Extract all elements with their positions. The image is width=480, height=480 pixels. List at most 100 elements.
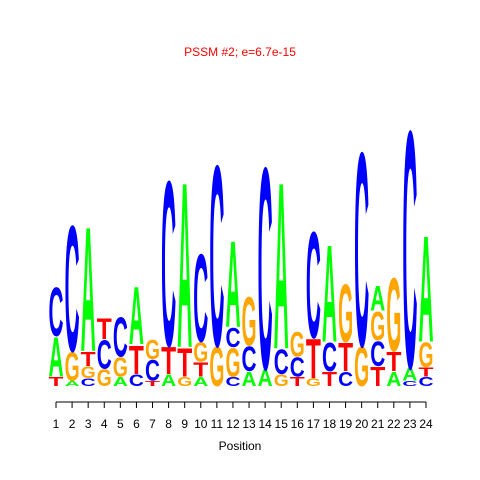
letter-group: G bbox=[177, 374, 192, 389]
letter-group: C bbox=[193, 229, 208, 370]
logo-letter: G bbox=[225, 340, 240, 386]
x-tick-label: 21 bbox=[371, 417, 385, 431]
logo-letter: T bbox=[290, 374, 305, 389]
letter-group: A bbox=[386, 368, 401, 391]
logo-letter: G bbox=[65, 344, 80, 390]
logo-letter: A bbox=[242, 368, 257, 391]
logo-letter: T bbox=[306, 328, 321, 390]
logo-letter: A bbox=[419, 206, 434, 375]
logo-letter: T bbox=[145, 379, 160, 387]
letter-group: A bbox=[81, 189, 96, 389]
x-tick-label: 13 bbox=[242, 417, 256, 431]
x-tick-label: 1 bbox=[53, 417, 60, 431]
logo-letter: C bbox=[97, 332, 112, 378]
letter-group: C bbox=[402, 62, 417, 440]
logo-letter: T bbox=[370, 361, 385, 392]
x-tick-label: 24 bbox=[419, 417, 433, 431]
x-tick-label: 10 bbox=[194, 417, 208, 431]
letter-group: C bbox=[338, 368, 353, 391]
letter-group: C bbox=[419, 374, 434, 389]
logo-letter: A bbox=[322, 216, 337, 371]
letter-group: A bbox=[161, 371, 176, 390]
logo-letter: T bbox=[419, 365, 434, 380]
logo-letter: C bbox=[419, 374, 434, 389]
letter-group: T bbox=[386, 346, 401, 377]
letter-group: A bbox=[129, 270, 144, 362]
letter-group: T bbox=[306, 328, 321, 390]
logo-letter: G bbox=[113, 351, 128, 382]
x-tick-label: 9 bbox=[181, 417, 188, 431]
logo-letter: C bbox=[81, 376, 96, 388]
logo-letter: C bbox=[402, 379, 417, 387]
logo-letter: G bbox=[354, 336, 369, 398]
logo-letter: C bbox=[129, 371, 144, 390]
logo-letter: T bbox=[386, 346, 401, 377]
logo-letter: C bbox=[306, 202, 321, 371]
logo-letter: A bbox=[258, 364, 273, 391]
logo-letter: C bbox=[242, 339, 257, 379]
logo-letter: T bbox=[81, 347, 96, 370]
letter-group: A bbox=[225, 214, 240, 353]
letter-group: T bbox=[177, 340, 192, 386]
letter-group: T bbox=[161, 339, 176, 383]
letter-group: C bbox=[97, 332, 112, 378]
letter-group: T bbox=[145, 379, 160, 387]
logo-letter: T bbox=[49, 374, 64, 389]
letter-group: G bbox=[113, 351, 128, 382]
logo-letter: G bbox=[209, 336, 224, 398]
letter-group: G bbox=[65, 344, 80, 390]
letter-group: C bbox=[113, 306, 128, 368]
x-tick-label: 8 bbox=[165, 417, 172, 431]
letter-group: C bbox=[258, 107, 273, 430]
logo-letter: G bbox=[193, 336, 208, 367]
x-tick-label: 5 bbox=[117, 417, 124, 431]
letter-group: A bbox=[258, 364, 273, 391]
logo-letter: A bbox=[161, 371, 176, 390]
letter-group: G bbox=[354, 336, 369, 398]
logo-letter: A bbox=[386, 368, 401, 391]
logo-letter: G bbox=[242, 283, 257, 360]
logo-letter: C bbox=[274, 342, 289, 382]
logo-letter: C bbox=[65, 188, 80, 390]
letter-group: T bbox=[370, 361, 385, 392]
letter-group: C bbox=[145, 353, 160, 387]
logo-letter: A bbox=[193, 374, 208, 389]
x-tick-label: 14 bbox=[258, 417, 272, 431]
letter-group: G bbox=[370, 303, 385, 349]
x-tick-label: 22 bbox=[387, 417, 401, 431]
letter-group: T bbox=[419, 365, 434, 380]
letter-group: G bbox=[209, 336, 224, 398]
letter-group: T bbox=[193, 358, 208, 381]
x-tick-label: 19 bbox=[339, 417, 353, 431]
x-tick-label: 20 bbox=[355, 417, 369, 431]
letter-group: A bbox=[274, 133, 289, 399]
letter-group: C bbox=[322, 334, 337, 380]
letter-group: A bbox=[177, 135, 192, 398]
letter-group: T bbox=[322, 368, 337, 391]
logo-letter: G bbox=[306, 376, 321, 388]
letter-group: G bbox=[274, 371, 289, 390]
letter-group: C bbox=[370, 333, 385, 373]
letter-group: C bbox=[290, 351, 305, 382]
logo-letter: A bbox=[65, 379, 80, 387]
letter-group: G bbox=[225, 340, 240, 386]
letter-group: A bbox=[193, 374, 208, 389]
letter-group: G bbox=[242, 283, 257, 360]
letter-group: T bbox=[129, 337, 144, 383]
logo-letter: C bbox=[258, 107, 273, 430]
letter-group: C bbox=[274, 342, 289, 382]
letter-group: T bbox=[338, 334, 353, 380]
logo-letter: G bbox=[419, 335, 434, 375]
letter-group: A bbox=[370, 278, 385, 318]
x-tick-label: 23 bbox=[403, 417, 417, 431]
x-tick-label: 18 bbox=[323, 417, 337, 431]
logo-letter: A bbox=[49, 327, 64, 389]
logo-letter: C bbox=[402, 62, 417, 440]
logo-letter: C bbox=[113, 306, 128, 368]
letter-group: C bbox=[225, 374, 240, 389]
x-tick-label: 16 bbox=[291, 417, 305, 431]
x-tick-label: 2 bbox=[69, 417, 76, 431]
letter-group: T bbox=[49, 374, 64, 389]
logo-letter: C bbox=[145, 353, 160, 387]
